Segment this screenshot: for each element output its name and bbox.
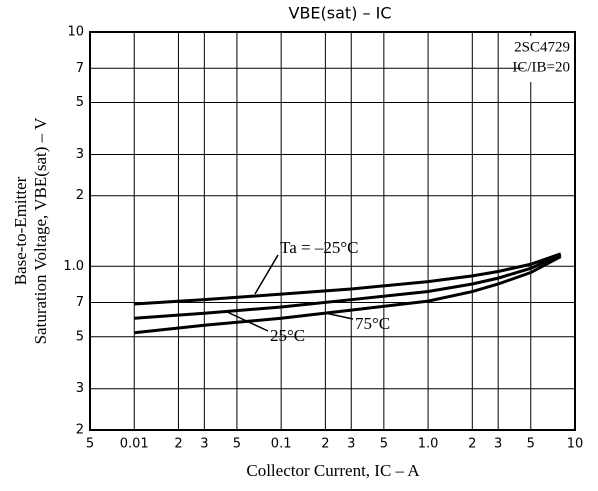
annotation: IC/IB=20 [512, 59, 570, 75]
x-tick-label: 10 [567, 437, 584, 452]
x-axis-label: Collector Current, IC – A [246, 461, 420, 480]
leader-line [324, 312, 354, 320]
annotation-box [524, 36, 574, 82]
series-label: 75°C [355, 314, 390, 333]
x-tick-label: 3 [347, 437, 355, 452]
x-tick-label: 1.0 [418, 437, 439, 452]
x-tick-label: 5 [233, 437, 241, 452]
y-tick-label: 3 [76, 147, 84, 162]
y-tick-label: 7 [76, 295, 84, 310]
plot-frame [89, 31, 576, 431]
y-tick-label: 10 [67, 25, 84, 40]
x-tick-label: 2 [321, 437, 329, 452]
x-tick-label: 2 [174, 437, 182, 452]
x-tick-label: 5 [527, 437, 535, 452]
x-tick-label: 2 [468, 437, 476, 452]
x-tick-label: 0.01 [120, 437, 149, 452]
y-tick-label: 7 [76, 61, 84, 76]
x-tick-label: 5 [380, 437, 388, 452]
x-tick-label: 5 [86, 437, 94, 452]
y-tick-label: 3 [76, 381, 84, 396]
series-label: Ta = –25°C [280, 238, 358, 257]
y-axis-label: Base-to-Emitter [11, 176, 30, 285]
leader-line [224, 310, 269, 332]
chart-title: VBE(sat) – IC [289, 4, 392, 23]
y-axis-label: Saturation Voltage, VBE(sat) – V [31, 117, 50, 345]
x-tick-label: 0.1 [271, 437, 292, 452]
leader-line [254, 254, 279, 295]
series-line [134, 255, 562, 335]
y-tick-label: 2 [76, 423, 84, 438]
y-tick-label: 5 [76, 95, 84, 110]
y-tick-label: 5 [76, 329, 84, 344]
x-tick-label: 3 [494, 437, 502, 452]
y-tick-label: 1.0 [63, 259, 84, 274]
series-line [134, 252, 562, 306]
y-tick-label: 2 [76, 188, 84, 203]
series-line [134, 253, 562, 320]
annotation: 2SC4729 [514, 39, 570, 55]
series-label: 25°C [270, 326, 305, 345]
x-tick-label: 3 [200, 437, 208, 452]
